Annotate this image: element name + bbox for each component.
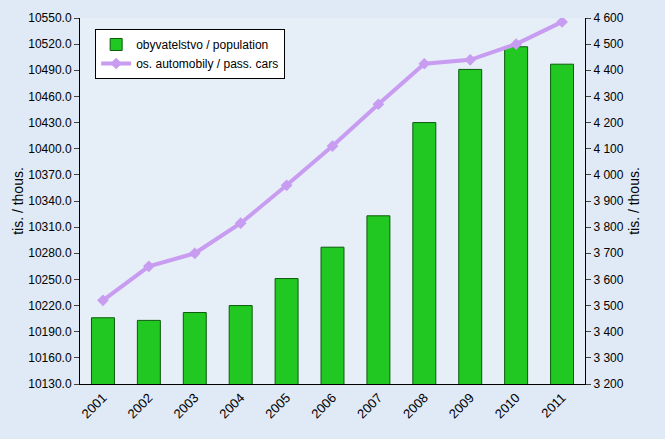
svg-text:10370.0: 10370.0 xyxy=(28,168,72,182)
svg-text:10400.0: 10400.0 xyxy=(28,142,72,156)
svg-text:10490.0: 10490.0 xyxy=(28,63,72,77)
svg-text:3 600: 3 600 xyxy=(593,273,623,287)
svg-text:10430.0: 10430.0 xyxy=(28,116,72,130)
svg-text:3 500: 3 500 xyxy=(593,299,623,313)
svg-text:2007: 2007 xyxy=(354,390,385,421)
svg-text:3 700: 3 700 xyxy=(593,246,623,260)
svg-text:2002: 2002 xyxy=(125,390,156,421)
svg-text:4 200: 4 200 xyxy=(593,116,623,130)
svg-text:2008: 2008 xyxy=(400,390,431,421)
svg-text:3 200: 3 200 xyxy=(593,377,623,391)
svg-text:4 400: 4 400 xyxy=(593,63,623,77)
svg-text:2010: 2010 xyxy=(492,390,523,421)
svg-text:10220.0: 10220.0 xyxy=(28,299,72,313)
svg-text:2003: 2003 xyxy=(170,390,201,421)
svg-text:3 400: 3 400 xyxy=(593,325,623,339)
svg-text:4 500: 4 500 xyxy=(593,37,623,51)
svg-text:2005: 2005 xyxy=(262,390,293,421)
svg-text:4 100: 4 100 xyxy=(593,142,623,156)
svg-text:tis. / thous.: tis. / thous. xyxy=(10,167,26,235)
svg-text:10520.0: 10520.0 xyxy=(28,37,72,51)
svg-text:4 600: 4 600 xyxy=(593,11,623,25)
svg-text:10460.0: 10460.0 xyxy=(28,90,72,104)
svg-text:4 000: 4 000 xyxy=(593,168,623,182)
svg-text:10310.0: 10310.0 xyxy=(28,220,72,234)
svg-text:2004: 2004 xyxy=(216,390,247,421)
svg-text:3 800: 3 800 xyxy=(593,220,623,234)
svg-text:10280.0: 10280.0 xyxy=(28,246,72,260)
svg-text:2006: 2006 xyxy=(308,390,339,421)
svg-text:10130.0: 10130.0 xyxy=(28,377,72,391)
svg-text:10550.0: 10550.0 xyxy=(28,11,72,25)
svg-text:3 900: 3 900 xyxy=(593,194,623,208)
svg-text:2009: 2009 xyxy=(446,390,477,421)
svg-text:4 300: 4 300 xyxy=(593,90,623,104)
svg-text:10190.0: 10190.0 xyxy=(28,325,72,339)
svg-text:tis. / thous.: tis. / thous. xyxy=(626,167,642,235)
svg-text:os. automobily / pass. cars: os. automobily / pass. cars xyxy=(136,57,278,71)
svg-text:3 300: 3 300 xyxy=(593,351,623,365)
svg-text:10160.0: 10160.0 xyxy=(28,351,72,365)
svg-text:10250.0: 10250.0 xyxy=(28,273,72,287)
svg-text:2011: 2011 xyxy=(538,390,568,420)
svg-text:obyvatelstvo / population: obyvatelstvo / population xyxy=(136,38,268,52)
svg-text:2001: 2001 xyxy=(79,390,110,421)
svg-text:10340.0: 10340.0 xyxy=(28,194,72,208)
